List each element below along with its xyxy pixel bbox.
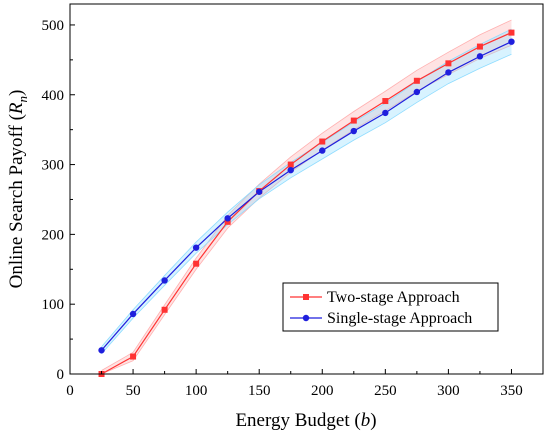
data-point-series-0: [382, 98, 389, 105]
line-series-0: [101, 32, 512, 375]
legend-box: [282, 282, 499, 332]
data-point-series-1: [287, 166, 294, 174]
y-tick-label: 100: [42, 297, 65, 313]
line-series-1: [101, 41, 512, 351]
data-point-series-0: [224, 218, 231, 225]
data-point-series-1: [476, 53, 484, 60]
data-point-series-1: [508, 38, 515, 45]
data-point-series-1: [161, 277, 168, 284]
data-point-series-1: [350, 127, 357, 135]
y-tick-label: 500: [42, 18, 65, 34]
x-tick-label: 350: [500, 383, 523, 399]
data-point-series-0: [350, 117, 357, 124]
data-point-series-0: [130, 353, 137, 360]
data-point-series-0: [508, 29, 515, 36]
legend-marker-two-stage: [303, 294, 309, 300]
legend-label-two-stage: Two-stage Approach: [327, 289, 460, 306]
data-point-series-0: [445, 60, 452, 67]
plot-frame: [69, 3, 544, 375]
data-point-series-1: [192, 244, 200, 251]
data-point-series-0: [413, 77, 420, 84]
x-axis-ticks: 0 50 100 150 200 250 300 350: [66, 369, 523, 399]
data-point-series-1: [224, 215, 231, 222]
data-point-series-1: [382, 109, 389, 117]
y-axis-title: Online Search Payoff (Rn): [6, 90, 30, 289]
data-point-series-1: [319, 147, 326, 154]
data-point-series-1: [98, 347, 105, 354]
data-point-series-0: [319, 138, 326, 145]
data-point-series-1: [445, 69, 452, 76]
data-point-series-1: [413, 88, 421, 96]
x-tick-label: 300: [437, 383, 460, 399]
y-tick-label: 200: [42, 227, 65, 243]
data-point-series-1: [129, 310, 137, 318]
y-tick-label: 400: [42, 88, 65, 104]
legend-label-single-stage: Single-stage Approach: [327, 310, 472, 327]
legend-marker-single-stage: [302, 314, 310, 322]
y-tick-label: 300: [42, 158, 65, 174]
x-tick-label: 0: [66, 383, 74, 399]
data-point-series-0: [476, 43, 483, 50]
data-point-series-1: [256, 188, 263, 195]
x-tick-label: 150: [248, 383, 271, 399]
series-markers: [98, 29, 515, 377]
data-point-series-0: [287, 161, 294, 168]
x-tick-label: 200: [311, 383, 334, 399]
x-tick-label: 100: [185, 383, 208, 399]
x-axis-title: Energy Budget (b): [235, 410, 376, 431]
data-point-series-0: [161, 306, 168, 313]
x-tick-label: 50: [126, 383, 141, 399]
data-point-series-0: [193, 260, 200, 267]
series-lines: [101, 32, 512, 375]
legend: Two-stage Approach Single-stage Approach: [282, 282, 499, 332]
band-upper-edge-series-0: [101, 19, 512, 371]
x-tick-label: 250: [374, 383, 397, 399]
band-lower-edge-series-1: [101, 53, 512, 355]
y-axis-ticks: 0 100 200 300 400 500: [42, 18, 75, 383]
y-tick-label: 0: [57, 367, 65, 383]
